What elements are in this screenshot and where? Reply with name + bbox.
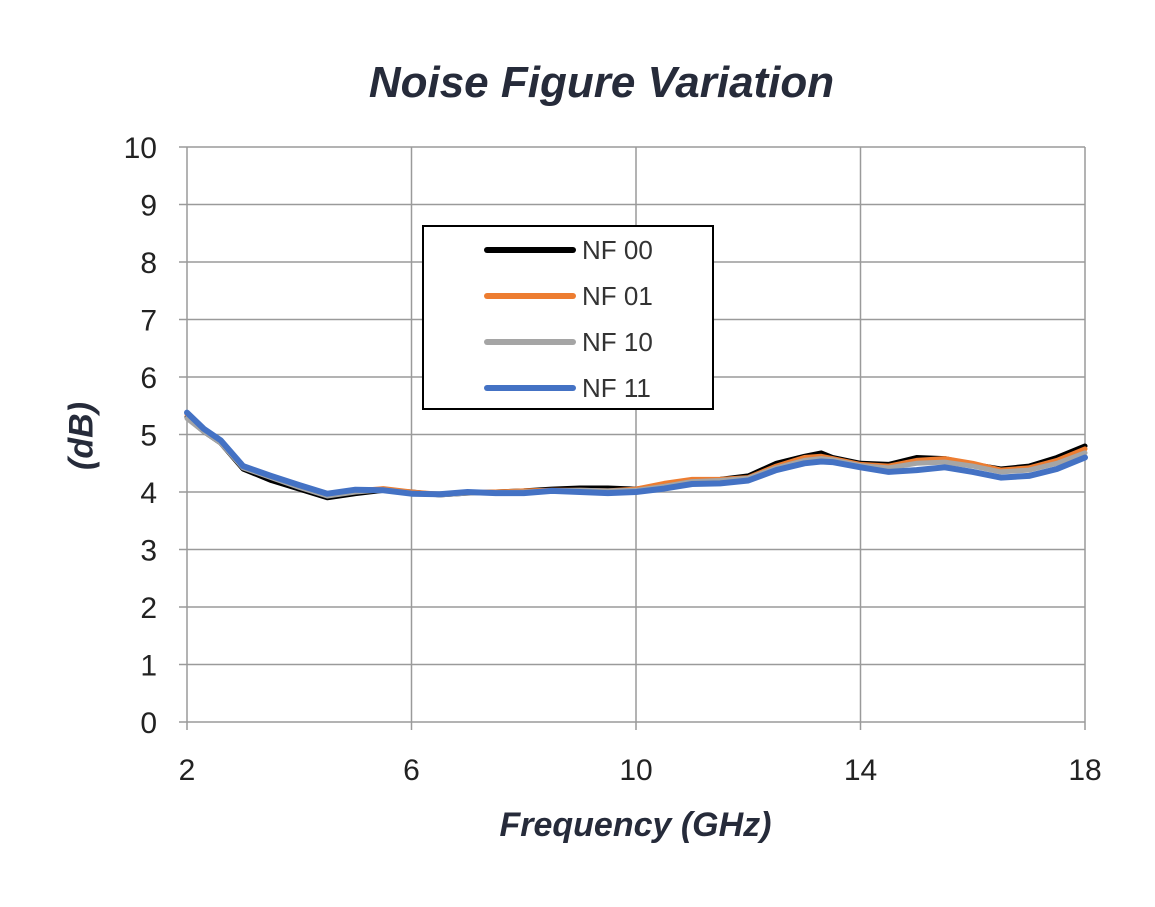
y-tick-label: 8 [140, 247, 157, 280]
legend-swatch-nf10 [484, 339, 576, 345]
legend-item-nf01: NF 01 [484, 273, 653, 319]
y-tick-label: 1 [140, 650, 157, 683]
legend-item-nf00: NF 00 [484, 227, 653, 273]
legend-item-nf11: NF 11 [484, 365, 651, 411]
series-lines [184, 409, 1088, 501]
x-tick-label: 2 [179, 754, 196, 787]
legend-swatch-nf00 [484, 247, 576, 253]
legend-label-nf10: NF 10 [582, 326, 653, 357]
x-tick-label: 14 [844, 754, 877, 787]
y-tick-label: 4 [140, 477, 157, 510]
x-axis-ticks: 2 6 10 14 18 [179, 754, 1102, 787]
series-line-nf11 [184, 409, 1088, 498]
x-tick-label: 18 [1068, 754, 1101, 787]
x-axis-label: Frequency (GHz) [499, 806, 772, 844]
legend-swatch-nf11 [484, 385, 576, 391]
legend-label-nf01: NF 01 [582, 280, 653, 311]
y-tick-label: 0 [140, 707, 157, 740]
y-axis-label: (dB) [62, 402, 101, 470]
y-tick-label: 10 [124, 132, 157, 165]
legend-label-nf11: NF 11 [582, 372, 651, 403]
y-tick-label: 6 [140, 362, 157, 395]
y-tick-label: 7 [140, 305, 157, 338]
legend-label-nf00: NF 00 [582, 234, 653, 265]
y-tick-label: 3 [140, 535, 157, 568]
x-tick-label: 10 [619, 754, 652, 787]
y-axis-ticks: 0 1 2 3 4 5 6 7 8 9 10 [124, 132, 157, 740]
legend-swatch-nf01 [484, 293, 576, 299]
legend-item-nf10: NF 10 [484, 319, 653, 365]
y-tick-label: 5 [140, 420, 157, 453]
chart-title: Noise Figure Variation [368, 58, 835, 107]
x-tick-label: 6 [403, 754, 420, 787]
y-tick-label: 2 [140, 592, 157, 625]
y-tick-label: 9 [140, 190, 157, 223]
legend: NF 00 NF 01 NF 10 NF 11 [422, 225, 714, 410]
